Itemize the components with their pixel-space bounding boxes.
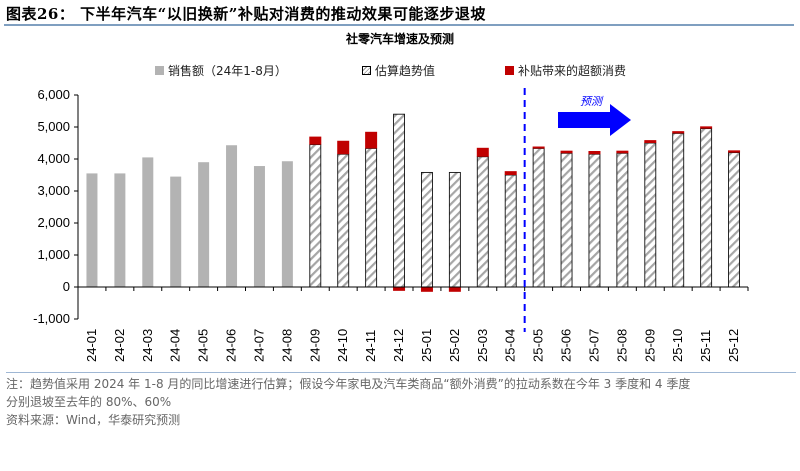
bar-excess — [588, 151, 601, 155]
x-tick-label: 24-06 — [224, 329, 239, 362]
forecast-annotation: 预测 — [523, 88, 631, 332]
bar-trend — [588, 153, 601, 288]
bar-trend — [672, 132, 685, 288]
bar-trend — [337, 153, 350, 288]
footnote-line-2: 分别退坡至去年的 80%、60% — [6, 395, 172, 409]
bar-actual — [86, 173, 98, 287]
x-tick-label: 25-12 — [726, 329, 741, 362]
legend-swatch-red-icon — [505, 66, 514, 75]
legend-label: 补贴带来的超额消费 — [518, 64, 627, 78]
bar-trend — [532, 147, 545, 288]
bar-trend — [644, 142, 657, 288]
x-tick-label: 25-08 — [614, 329, 629, 362]
x-tick-label: 24-02 — [112, 329, 127, 362]
bar-trend — [476, 156, 489, 288]
y-tick-label: 5,000 — [37, 119, 70, 134]
y-tick-label: 2,000 — [37, 215, 70, 230]
bar-trend — [560, 152, 573, 288]
bar-excess — [504, 171, 517, 175]
bar-excess — [644, 140, 657, 143]
legend-item-trend: 估算趋势值 — [362, 62, 435, 79]
bar-excess — [672, 131, 685, 134]
x-tick-label: 25-09 — [642, 329, 657, 362]
legend-swatch-gray-icon — [155, 66, 164, 75]
x-tick-label: 25-07 — [586, 329, 601, 362]
bar-actual — [253, 166, 265, 287]
forecast-arrow-icon — [558, 104, 631, 136]
x-tick-label: 24-12 — [391, 329, 406, 362]
bar-trend — [309, 144, 322, 288]
bar-trend — [616, 152, 629, 288]
x-tick-label: 24-01 — [84, 329, 99, 362]
legend-item-excess: 补贴带来的超额消费 — [505, 62, 626, 79]
title-bar: 图表26： 下半年汽车“以旧换新”补贴对消费的推动效果可能逐步退坡 — [4, 2, 794, 26]
footer: 注：趋势值采用 2024 年 1-8 月的同比增速进行估算；假设今年家电及汽车类… — [6, 372, 796, 429]
bar-actual — [170, 176, 182, 287]
bar-trend — [448, 171, 461, 288]
x-axis: 24-01 24-02 24-03 24-04 24-05 24-06 24-07 24-08… — [77, 286, 749, 362]
bar-excess — [420, 287, 433, 292]
bar-excess — [309, 136, 322, 145]
bar-excess — [728, 150, 741, 153]
bar-actual — [198, 162, 210, 287]
bar-actual — [281, 161, 293, 287]
bars — [86, 113, 741, 292]
x-tick-label: 24-03 — [140, 329, 155, 362]
source-note: 资料来源：Wind，华泰研究预测 — [6, 413, 181, 427]
x-tick-label: 24-09 — [307, 329, 322, 362]
x-tick-label: 24-05 — [196, 329, 211, 362]
bar-trend — [393, 113, 405, 288]
legend-label: 销售额（24年1-8月） — [168, 64, 287, 78]
x-tick-label: 25-10 — [670, 329, 685, 362]
bar-excess — [365, 131, 378, 149]
legend-swatch-hatch-icon — [362, 66, 371, 75]
bar-excess — [448, 287, 461, 292]
bar-trend — [365, 147, 378, 288]
x-tick-label: 25-05 — [531, 329, 546, 362]
x-tick-label: 25-04 — [503, 329, 518, 362]
bar-trend — [728, 152, 740, 288]
y-tick-label: 1,000 — [37, 247, 70, 262]
x-tick-label: 24-08 — [279, 329, 294, 362]
x-tick-label: 25-02 — [447, 329, 462, 362]
legend-item-actual: 销售额（24年1-8月） — [155, 62, 287, 79]
y-tick-label: -1,000 — [33, 311, 70, 326]
x-tick-label: 25-06 — [559, 329, 574, 362]
bar-trend — [700, 128, 713, 288]
forecast-label: 预测 — [580, 95, 604, 108]
x-tick-label: 24-07 — [251, 329, 266, 362]
bar-actual — [142, 157, 154, 287]
bar-trend — [421, 171, 433, 288]
bar-excess — [560, 150, 573, 154]
bar-excess — [337, 140, 350, 155]
footnote-line-1: 注：趋势值采用 2024 年 1-8 月的同比增速进行估算；假设今年家电及汽车类… — [6, 377, 691, 391]
bar-actual — [114, 173, 126, 287]
x-tick-label: 24-11 — [363, 330, 378, 362]
x-tick-label: 24-10 — [335, 329, 350, 362]
y-tick-label: 4,000 — [37, 151, 70, 166]
legend: 销售额（24年1-8月） 估算趋势值 补贴带来的超额消费 — [0, 62, 800, 80]
x-tick-label: 25-01 — [419, 329, 434, 362]
bar-trend — [504, 174, 517, 288]
bar-excess — [700, 126, 713, 129]
y-tick-label: 0 — [63, 279, 70, 294]
bar-excess — [616, 150, 629, 154]
x-tick-label: 24-04 — [168, 329, 183, 362]
bar-excess — [532, 146, 545, 149]
y-tick-label: 3,000 — [37, 183, 70, 198]
y-tick-label: 6,000 — [37, 87, 70, 102]
y-axis: -1,000 0 1,000 2,000 3,000 4,000 5,000 6,000 — [33, 87, 79, 326]
chart-subtitle: 社零汽车增速及预测 — [345, 32, 454, 46]
bar-chart: -1,000 0 1,000 2,000 3,000 4,000 5,000 6,000 24… — [33, 87, 749, 362]
figure-title: 图表26： 下半年汽车“以旧换新”补贴对消费的推动效果可能逐步退坡 — [6, 5, 486, 23]
bar-actual — [226, 145, 238, 287]
bar-excess — [393, 287, 406, 291]
bar-excess — [476, 147, 489, 157]
x-tick-label: 25-03 — [475, 329, 490, 362]
x-tick-label: 25-11 — [698, 330, 713, 362]
legend-label: 估算趋势值 — [375, 64, 436, 78]
